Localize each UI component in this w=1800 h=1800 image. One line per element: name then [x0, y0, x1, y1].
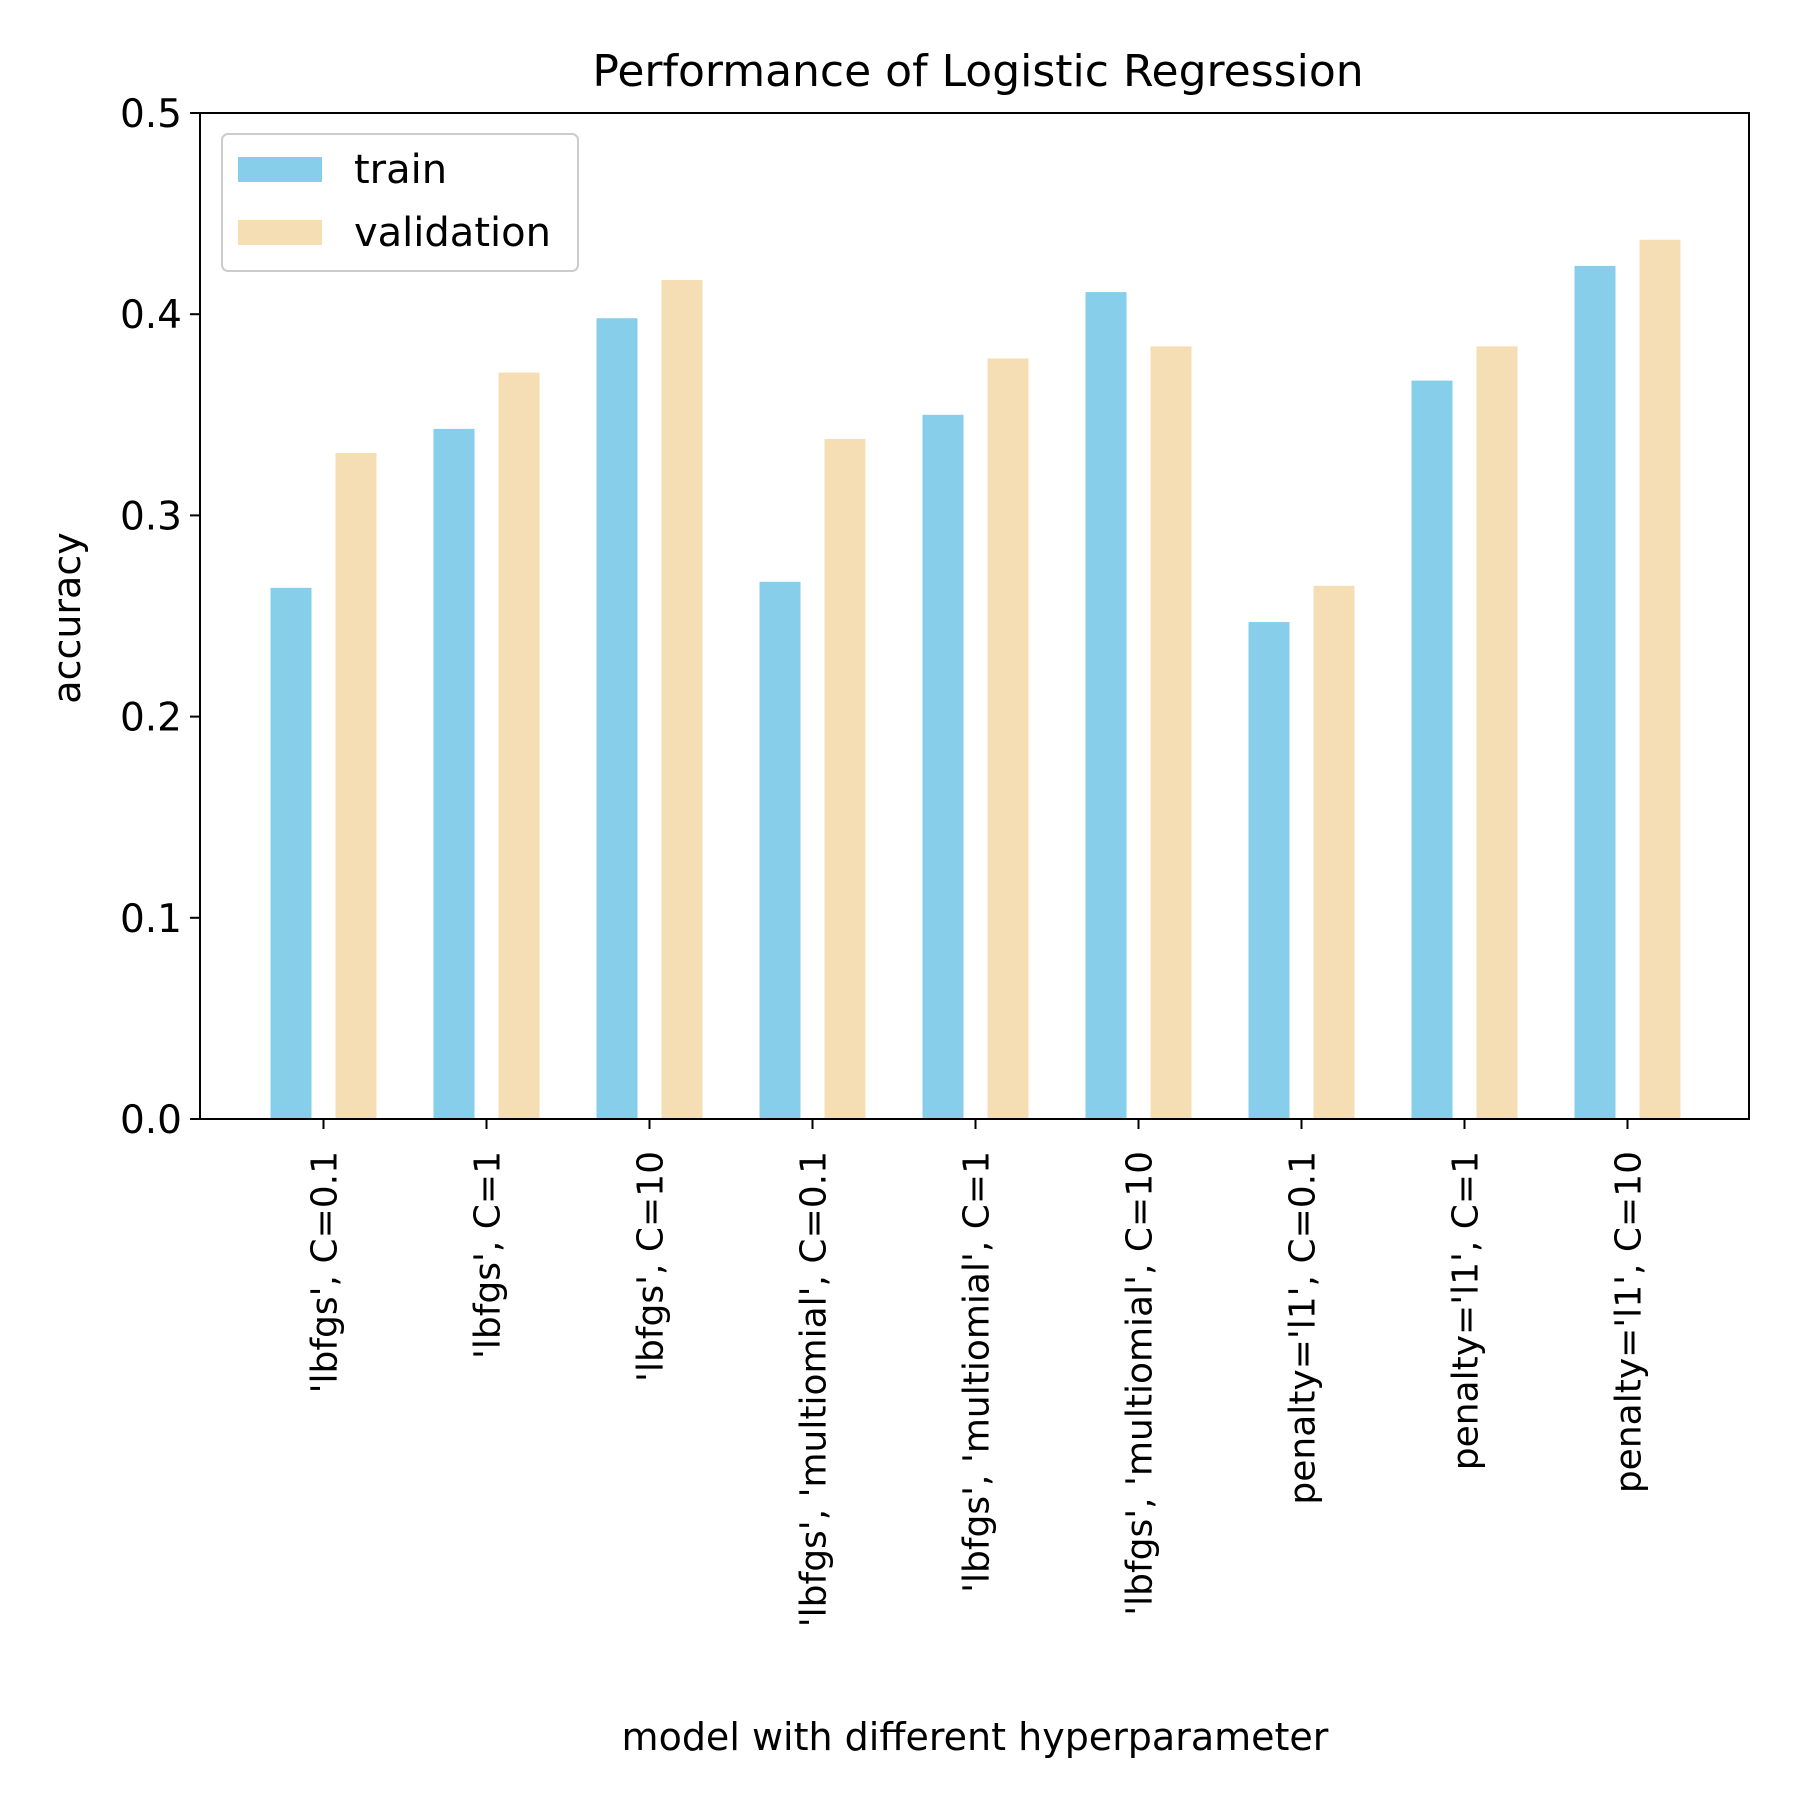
- bar-validation-3: [824, 438, 866, 1120]
- legend-swatch-validation: [238, 220, 322, 245]
- legend-swatch-train: [238, 157, 322, 182]
- y-tick-label-1: 0.1: [120, 897, 182, 942]
- bars-group: [270, 239, 1681, 1120]
- y-tick-label-5: 0.5: [120, 92, 182, 137]
- x-tick-label-3: 'lbfgs', 'multiomial', C=0.1: [794, 1151, 835, 1627]
- bar-train-4: [922, 414, 964, 1119]
- bar-train-0: [270, 587, 312, 1119]
- bar-validation-2: [661, 279, 703, 1120]
- x-tick-label-5: 'lbfgs', 'multiomial', C=10: [1120, 1151, 1161, 1616]
- x-tick-label-0: 'lbfgs', C=0.1: [305, 1151, 346, 1393]
- bar-validation-7: [1476, 346, 1518, 1120]
- bar-validation-0: [335, 453, 377, 1119]
- bar-train-1: [433, 428, 475, 1119]
- x-tick-label-7: penalty='l1', C=1: [1446, 1151, 1487, 1470]
- bar-validation-6: [1313, 585, 1355, 1119]
- y-tick-label-3: 0.3: [120, 494, 182, 539]
- x-axis: 'lbfgs', C=0.1 'lbfgs', C=1 'lbfgs', C=10 '…: [305, 1119, 1650, 1627]
- bar-validation-5: [1150, 346, 1192, 1120]
- bar-train-3: [759, 581, 801, 1119]
- x-tick-label-1: 'lbfgs', C=1: [468, 1151, 509, 1359]
- x-tick-label-8: penalty='l1', C=10: [1609, 1151, 1650, 1493]
- bar-train-5: [1085, 292, 1127, 1119]
- x-axis-label: model with different hyperparameter: [622, 1715, 1329, 1759]
- chart-title: Performance of Logistic Regression: [592, 46, 1363, 97]
- y-tick-label-0: 0.0: [120, 1098, 182, 1143]
- x-tick-label-4: 'lbfgs', 'multiomial', C=1: [957, 1151, 998, 1593]
- bar-train-2: [596, 318, 638, 1119]
- x-tick-label-6: penalty='l1', C=0.1: [1283, 1151, 1324, 1505]
- bar-train-8: [1574, 265, 1616, 1119]
- bar-train-6: [1248, 622, 1290, 1119]
- legend-label-train: train: [354, 147, 447, 193]
- bar-train-7: [1411, 380, 1453, 1119]
- y-tick-label-2: 0.2: [120, 696, 182, 741]
- y-axis: 0.0 0.1 0.2 0.3 0.4 0.5: [120, 92, 200, 1143]
- y-tick-label-4: 0.4: [120, 293, 182, 338]
- legend-label-validation: validation: [354, 210, 551, 256]
- y-axis-label: accuracy: [45, 532, 89, 703]
- bar-validation-1: [498, 372, 540, 1120]
- x-tick-label-2: 'lbfgs', C=10: [631, 1151, 672, 1382]
- legend: train validation: [221, 133, 579, 272]
- bar-validation-8: [1639, 239, 1681, 1120]
- bar-validation-4: [987, 358, 1029, 1119]
